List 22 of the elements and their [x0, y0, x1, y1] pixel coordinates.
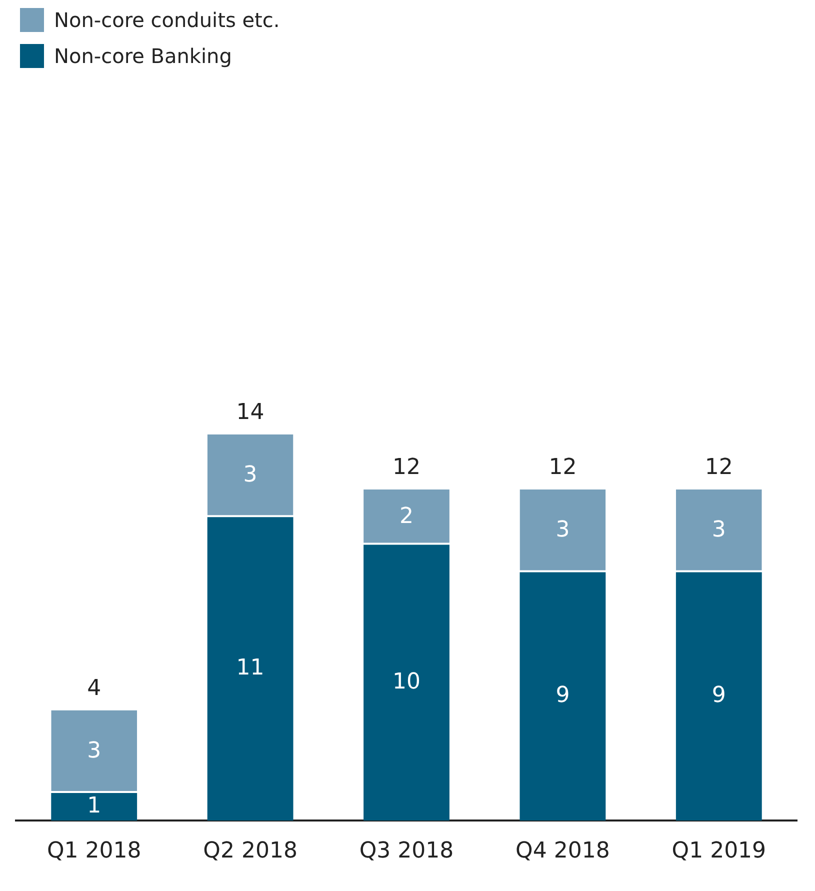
x-tick-label: Q4 2018 [516, 838, 610, 864]
legend-label: Non-core Banking [54, 44, 232, 68]
x-tick-label: Q1 2019 [672, 838, 766, 864]
data-label: 3 [712, 518, 726, 543]
data-label: 2 [400, 504, 414, 529]
total-label: 14 [236, 400, 264, 426]
total-label: 12 [392, 455, 420, 480]
data-label: 9 [556, 683, 570, 708]
data-label: 3 [87, 738, 102, 764]
total-label: 12 [548, 455, 577, 480]
legend-label: Non-core conduits etc. [54, 8, 280, 32]
data-label: 11 [236, 656, 264, 681]
x-tick-label: Q1 2018 [46, 838, 142, 864]
total-label: 4 [87, 676, 102, 701]
data-label: 3 [556, 518, 570, 543]
data-label: 3 [243, 462, 258, 488]
x-tick-label: Q2 2018 [203, 838, 298, 864]
x-tick-label: Q3 2018 [359, 838, 454, 864]
data-label: 10 [392, 669, 420, 694]
data-label: 9 [712, 683, 726, 708]
total-label: 12 [704, 455, 733, 480]
data-label: 1 [87, 794, 102, 819]
